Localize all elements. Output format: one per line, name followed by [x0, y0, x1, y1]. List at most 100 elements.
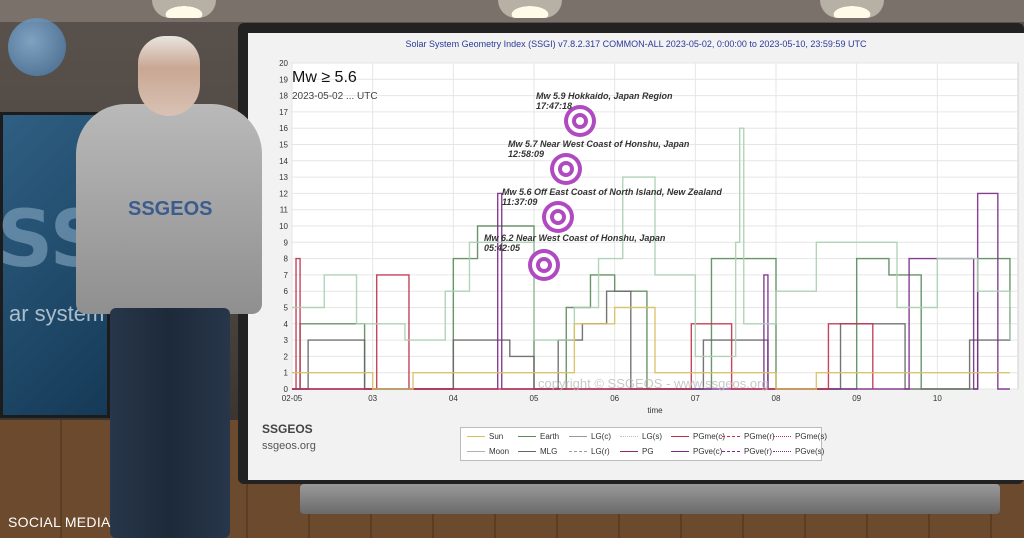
series-line-pgme-r- [292, 257, 874, 390]
legend-label: PGve(s) [795, 447, 825, 456]
legend-entry: LG(c) [569, 432, 611, 441]
legend-entry: PGve(c) [671, 447, 722, 456]
y-tick-label: 6 [284, 287, 289, 296]
legend-label: Earth [540, 432, 560, 441]
legend-swatch [518, 436, 536, 437]
legend-entry: Earth [518, 432, 559, 441]
legend-label: Sun [489, 432, 504, 441]
y-tick-label: 8 [284, 255, 289, 264]
legend-label: Moon [489, 447, 510, 456]
x-tick-label: 08 [772, 394, 781, 403]
y-tick-label: 13 [279, 173, 288, 182]
y-tick-label: 9 [284, 238, 289, 247]
legend-swatch [722, 436, 740, 437]
ceiling-lamp [152, 0, 216, 18]
chart-screen: Solar System Geometry Index (SSGI) v7.8.… [248, 33, 1024, 480]
legend-entry: LG(s) [620, 432, 662, 441]
x-tick-label: 02-05 [282, 394, 303, 403]
x-tick-label: 04 [449, 394, 458, 403]
legend-swatch [620, 436, 638, 437]
legend-entry: Moon [467, 447, 509, 456]
legend-label: PGme(c) [693, 432, 725, 441]
chart-title: Solar System Geometry Index (SSGI) v7.8.… [405, 39, 867, 49]
ceiling-lamp [498, 0, 562, 18]
x-tick-label: 06 [610, 394, 619, 403]
quake-target-icon [540, 261, 548, 269]
legend-entry: PGme(s) [773, 432, 827, 441]
legend-label: LG(s) [642, 432, 662, 441]
legend-label: PGve(c) [693, 447, 723, 456]
legend-label: PGme(r) [744, 432, 775, 441]
legend-swatch [773, 451, 791, 452]
y-tick-label: 11 [280, 206, 289, 215]
quake-target-icon [554, 213, 562, 221]
legend-swatch [620, 451, 638, 452]
legend-entry: PG [620, 447, 654, 456]
legend-entry: PGme(r) [722, 432, 775, 441]
y-tick-label: 14 [279, 157, 288, 166]
legend-entry: Sun [467, 432, 503, 441]
y-tick-label: 7 [284, 271, 289, 280]
quake-annotation: Mw 5.7 Near West Coast of Honshu, Japan … [508, 139, 690, 159]
presenter: SSGEOS [70, 36, 270, 538]
legend-swatch [569, 436, 587, 437]
presenter-legs [110, 308, 230, 538]
y-tick-label: 3 [284, 336, 289, 345]
legend-swatch [467, 451, 485, 452]
y-tick-label: 1 [284, 369, 289, 378]
x-tick-label: 05 [530, 394, 539, 403]
presenter-hoodie: SSGEOS [76, 104, 262, 314]
legend-swatch [671, 436, 689, 437]
legend-entry: PGme(c) [671, 432, 725, 441]
magnitude-filter: Mw ≥ 5.6 [292, 69, 357, 86]
legend-entry: PGve(s) [773, 447, 824, 456]
quake-annotation: Mw 6.2 Near West Coast of Honshu, Japan … [484, 233, 666, 253]
y-tick-label: 10 [279, 222, 288, 231]
x-tick-label: 07 [691, 394, 700, 403]
y-tick-label: 17 [279, 108, 288, 117]
legend-swatch [569, 451, 587, 452]
chart-legend: Sun Earth LG(c) LG(s) PGme(c) PGme(r) PGme(s) M… [460, 427, 827, 461]
brand-name: SSGEOS [262, 422, 313, 436]
y-tick-label: 15 [279, 141, 288, 150]
x-axis-label: time [647, 406, 663, 415]
legend-swatch [671, 451, 689, 452]
chart-info-box: Mw ≥ 5.6 2023-05-02 ... UTC [292, 69, 378, 102]
quake-annotation: Mw 5.6 Off East Coast of North Island, N… [502, 187, 722, 207]
series-line-pgve-c- [292, 192, 1010, 390]
presenter-head [138, 36, 200, 116]
x-tick-label: 09 [852, 394, 861, 403]
main-tv-display: Solar System Geometry Index (SSGI) v7.8.… [238, 23, 1024, 484]
x-tick-label: 03 [368, 394, 377, 403]
legend-entry: PGve(r) [722, 447, 772, 456]
tv-stand [300, 484, 1000, 514]
y-tick-label: 16 [279, 124, 288, 133]
y-tick-label: 4 [284, 320, 289, 329]
quake-annotation: Mw 5.9 Hokkaido, Japan Region 17:47:18 [536, 91, 673, 111]
ceiling-lamp [820, 0, 884, 18]
legend-label: LG(c) [591, 432, 611, 441]
brand-url: ssgeos.org [262, 440, 316, 452]
legend-label: LG(r) [591, 447, 610, 456]
y-tick-label: 18 [279, 92, 288, 101]
legend-label: PGme(s) [795, 432, 827, 441]
legend-swatch [722, 451, 740, 452]
chart-watermark: copyright © SSGEOS - www.ssgeos.org [538, 376, 769, 391]
hoodie-brand-text: SSGEOS [128, 198, 213, 220]
y-tick-label: 5 [284, 304, 289, 313]
legend-swatch [467, 436, 485, 437]
x-tick-label: 10 [933, 394, 942, 403]
series-line-lg-s- [292, 127, 1011, 358]
date-range-label: 2023-05-02 ... UTC [292, 91, 378, 102]
legend-swatch [773, 436, 791, 437]
legend-entry: MLG [518, 447, 557, 456]
y-tick-label: 0 [284, 385, 289, 394]
legend-label: PGve(r) [744, 447, 772, 456]
legend-entry: LG(r) [569, 447, 610, 456]
y-tick-label: 2 [284, 352, 289, 361]
social-media-caption: SOCIAL MEDIA [8, 514, 111, 530]
y-tick-label: 20 [279, 59, 288, 68]
legend-label: PG [642, 447, 654, 456]
quake-target-icon [576, 117, 584, 125]
y-tick-label: 12 [279, 189, 288, 198]
